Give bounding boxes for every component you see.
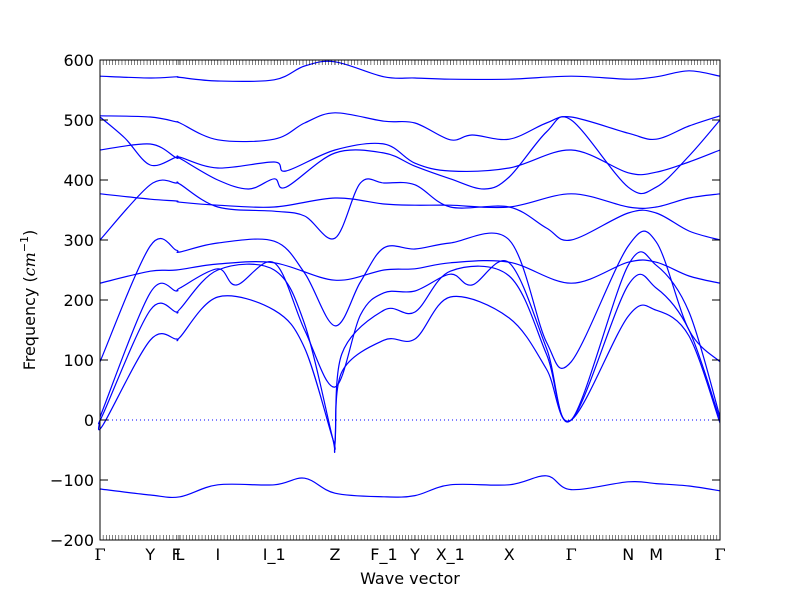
- x-tick-label: Γ: [566, 545, 577, 564]
- band-line-6: [99, 259, 721, 284]
- x-minor-ticks: [99, 60, 721, 540]
- band-line-5: [99, 230, 721, 369]
- y-tick-label: 200: [63, 291, 94, 310]
- x-tick-label: X_1: [436, 545, 465, 565]
- band-line-3: [97, 263, 721, 453]
- x-tick-label: Y: [409, 545, 420, 564]
- x-tick-label: X: [504, 545, 515, 564]
- y-tick-label: 0: [84, 411, 94, 430]
- x-tick-label: Z: [329, 545, 340, 564]
- band-line-11: [99, 112, 721, 143]
- y-tick-label: −100: [50, 471, 94, 490]
- y-tick-label: 100: [63, 351, 94, 370]
- y-tick-label: 500: [63, 111, 94, 130]
- x-tick-label: F_1: [370, 545, 397, 565]
- y-tick-label: 600: [63, 51, 94, 70]
- x-tick-label: I_1: [263, 545, 286, 565]
- band-line-2: [97, 295, 721, 451]
- band-line-4: [99, 251, 721, 423]
- x-tick-label: L: [176, 545, 185, 564]
- x-tick-label: Γ: [714, 545, 725, 564]
- band-line-1: [99, 475, 721, 499]
- band-line-7: [99, 178, 721, 242]
- x-axis-label: Wave vector: [360, 569, 460, 588]
- y-tick-label: 300: [63, 231, 94, 250]
- x-tick-label: Y: [144, 545, 155, 564]
- x-tick-label: I: [215, 545, 220, 564]
- y-tick-label: 400: [63, 171, 94, 190]
- plot-frame: [99, 59, 721, 541]
- x-tick-label: M: [649, 545, 663, 564]
- band-line-9: [99, 116, 721, 195]
- x-tick-label: N: [622, 545, 634, 564]
- x-tick-label: F: [172, 545, 181, 564]
- y-axis-label: Frequency (cm−1): [18, 230, 39, 371]
- band-line-8: [99, 193, 721, 209]
- x-tick-label: Γ: [94, 545, 105, 564]
- band-line-12: [99, 60, 721, 83]
- band-line-10: [99, 142, 721, 176]
- y-tick-label: −200: [50, 531, 94, 550]
